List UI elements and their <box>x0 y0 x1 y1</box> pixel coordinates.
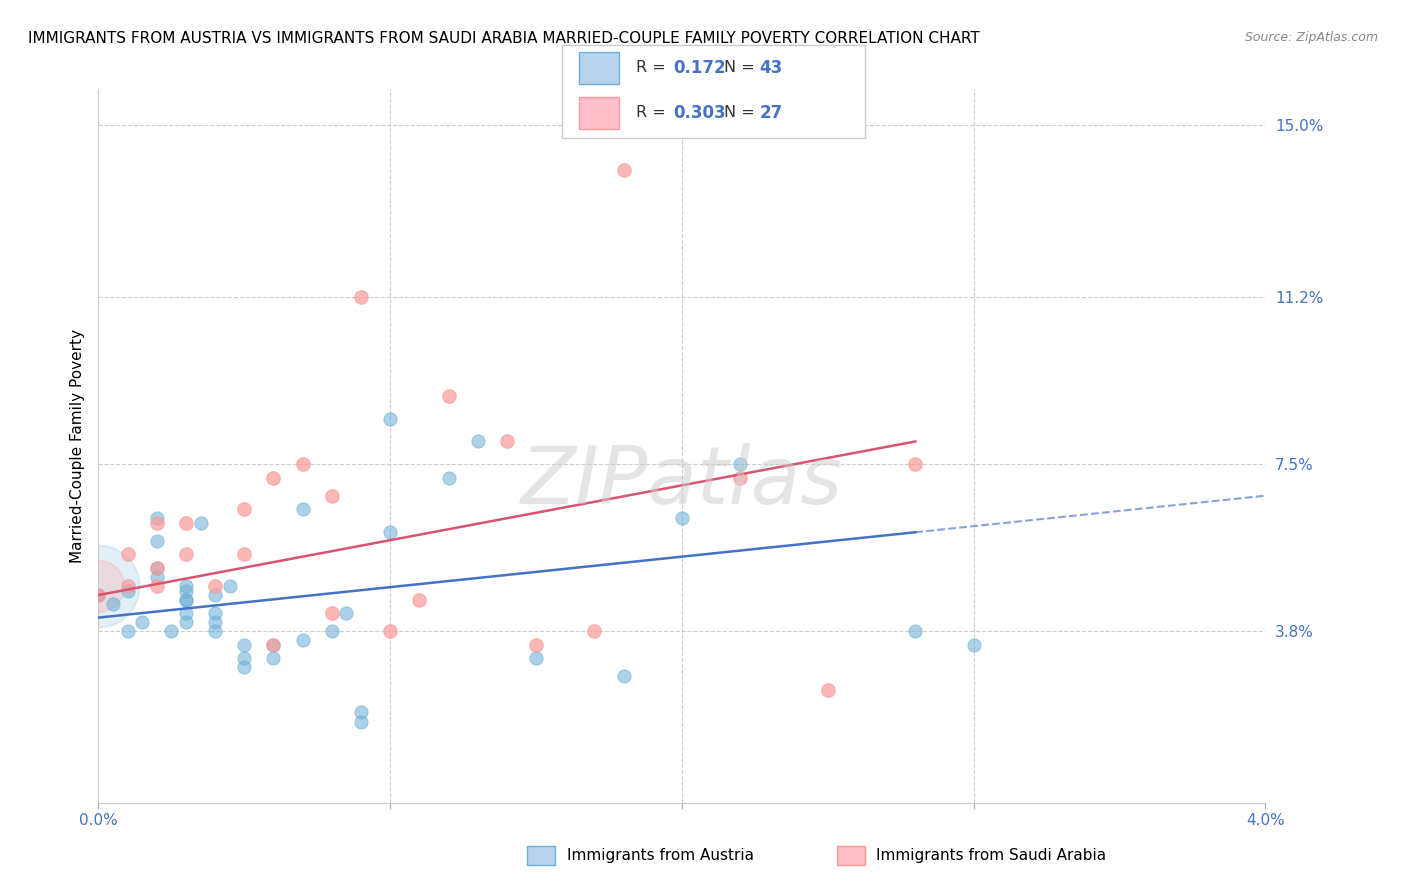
Text: 0.303: 0.303 <box>673 103 725 122</box>
Point <box>174 579 197 593</box>
Point <box>87 588 110 602</box>
Point <box>612 163 634 178</box>
Text: ZIPatlas: ZIPatlas <box>520 442 844 521</box>
Point <box>904 457 927 471</box>
Point <box>904 624 927 639</box>
Point <box>350 290 373 304</box>
Point <box>496 434 519 449</box>
Point <box>174 583 197 598</box>
Point <box>146 561 169 575</box>
Text: Source: ZipAtlas.com: Source: ZipAtlas.com <box>1244 31 1378 45</box>
Text: Immigrants from Saudi Arabia: Immigrants from Saudi Arabia <box>876 848 1107 863</box>
Point <box>321 606 343 620</box>
Point <box>233 638 256 652</box>
Point <box>146 533 169 548</box>
Point <box>174 615 197 629</box>
Point <box>131 615 153 629</box>
Point <box>467 434 489 449</box>
Point <box>146 561 169 575</box>
Text: N =: N = <box>724 61 761 76</box>
Point <box>380 624 402 639</box>
Point <box>583 624 606 639</box>
Point <box>146 516 169 530</box>
Text: R =: R = <box>636 61 671 76</box>
Point <box>87 579 110 593</box>
Point <box>233 651 256 665</box>
Point <box>204 579 226 593</box>
Point <box>204 624 226 639</box>
Text: IMMIGRANTS FROM AUSTRIA VS IMMIGRANTS FROM SAUDI ARABIA MARRIED-COUPLE FAMILY PO: IMMIGRANTS FROM AUSTRIA VS IMMIGRANTS FR… <box>28 31 980 46</box>
Text: Immigrants from Austria: Immigrants from Austria <box>567 848 754 863</box>
Text: 43: 43 <box>759 59 783 77</box>
Point <box>321 624 343 639</box>
Point <box>87 579 110 593</box>
Text: 27: 27 <box>759 103 783 122</box>
Point <box>291 633 314 648</box>
Point <box>233 548 256 562</box>
Point <box>233 502 256 516</box>
Point <box>190 516 212 530</box>
Point <box>350 714 373 729</box>
Point <box>524 638 547 652</box>
Point <box>174 592 197 607</box>
Point <box>87 588 110 602</box>
Point <box>612 669 634 683</box>
Point <box>117 624 139 639</box>
Point <box>233 660 256 674</box>
Y-axis label: Married-Couple Family Poverty: Married-Couple Family Poverty <box>69 329 84 563</box>
Text: N =: N = <box>724 105 761 120</box>
Point <box>262 638 284 652</box>
Point <box>524 651 547 665</box>
Point <box>146 570 169 584</box>
Point <box>146 579 169 593</box>
Point <box>146 511 169 525</box>
Point <box>437 389 460 403</box>
Point <box>174 516 197 530</box>
Text: R =: R = <box>636 105 671 120</box>
Point <box>321 489 343 503</box>
Point <box>174 606 197 620</box>
Point <box>437 470 460 484</box>
Text: 0.172: 0.172 <box>673 59 725 77</box>
Point <box>962 638 984 652</box>
Point <box>174 548 197 562</box>
Point <box>380 524 402 539</box>
Point <box>730 470 752 484</box>
Point <box>218 579 240 593</box>
Point <box>671 511 693 525</box>
Point <box>101 597 124 611</box>
Point <box>204 588 226 602</box>
Point <box>350 706 373 720</box>
Point <box>262 638 284 652</box>
Point <box>380 412 402 426</box>
Point <box>335 606 357 620</box>
Point <box>291 502 314 516</box>
Point <box>204 615 226 629</box>
Point <box>117 579 139 593</box>
Point <box>817 682 839 697</box>
Point <box>730 457 752 471</box>
Point <box>117 583 139 598</box>
Point <box>262 651 284 665</box>
Point <box>204 606 226 620</box>
Point <box>408 592 430 607</box>
Point <box>291 457 314 471</box>
Point <box>174 592 197 607</box>
Point <box>117 548 139 562</box>
Point <box>160 624 183 639</box>
Point <box>262 470 284 484</box>
